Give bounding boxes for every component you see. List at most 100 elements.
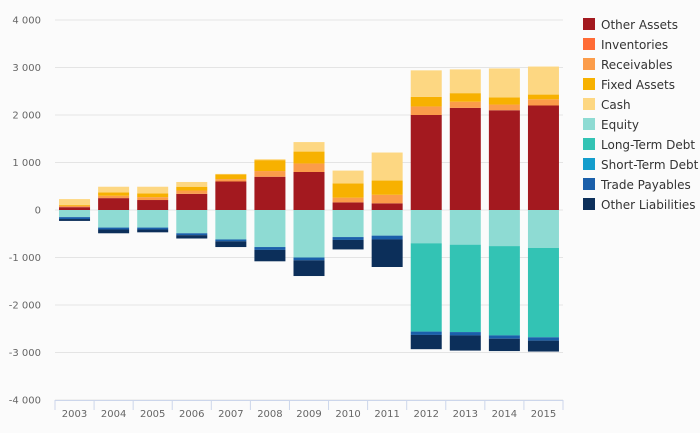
bar-segment — [98, 229, 130, 234]
bar-segment — [410, 243, 442, 332]
bar-segment — [176, 190, 208, 194]
bar-segment — [293, 142, 325, 152]
bar-segment — [293, 172, 325, 210]
bar-segment — [59, 217, 91, 220]
bar-segment — [527, 99, 559, 106]
legend-swatch — [583, 178, 595, 190]
bar-segment — [449, 332, 481, 336]
y-axis: -4 000 -3 000 -2 000 -1 000 0 1 000 2 000 3 000… — [9, 16, 41, 407]
bar-segment — [371, 152, 403, 181]
legend-swatch — [583, 158, 595, 170]
bar-segment — [254, 249, 286, 262]
bar-segment — [332, 237, 364, 240]
legend-swatch — [583, 138, 595, 150]
bar-segment — [59, 199, 91, 205]
legend-item[interactable]: Short-Term Debt — [583, 158, 699, 172]
bar-segment — [176, 235, 208, 239]
bar-segment — [98, 227, 130, 230]
bar-segment — [488, 110, 520, 210]
bar-segment — [527, 210, 559, 248]
bar-segment — [527, 340, 559, 352]
bar-segment — [59, 204, 91, 206]
legend-item[interactable]: Other Assets — [583, 18, 678, 32]
bar-segment — [449, 101, 481, 108]
legend-swatch — [583, 98, 595, 110]
bar-segment — [410, 96, 442, 107]
x-tick-label: 2012 — [414, 409, 439, 420]
bar-segment — [254, 160, 286, 172]
bar-segment — [488, 104, 520, 111]
legend-item[interactable]: Cash — [583, 98, 631, 112]
legend-swatch — [583, 198, 595, 210]
bar-segment — [215, 174, 247, 180]
bar-segment — [176, 186, 208, 191]
legend-label: Receivables — [601, 58, 673, 72]
legend-label: Fixed Assets — [601, 78, 675, 92]
bar-segment — [332, 197, 364, 203]
bar-segment — [254, 171, 286, 177]
y-tick-label: 3 000 — [12, 63, 41, 74]
bar-segment — [488, 210, 520, 247]
legend-item[interactable]: Fixed Assets — [583, 78, 675, 92]
legend-item[interactable]: Long-Term Debt — [583, 138, 695, 152]
bar-segment — [215, 210, 247, 240]
bar-segment — [332, 210, 364, 238]
y-tick-label: 2 000 — [12, 111, 41, 122]
bar-segment — [215, 239, 247, 242]
bar-segment — [371, 203, 403, 210]
x-tick-label: 2015 — [531, 409, 556, 420]
legend-swatch — [583, 118, 595, 130]
x-tick-label: 2009 — [296, 409, 321, 420]
bar-segment — [176, 233, 208, 236]
bar-segment — [488, 97, 520, 105]
bar-segment — [293, 257, 325, 261]
x-tick-label: 2005 — [140, 409, 165, 420]
bar-segment — [59, 205, 91, 208]
bar-segment — [98, 195, 130, 199]
legend-swatch — [583, 18, 595, 30]
y-tick-label: 1 000 — [12, 158, 41, 169]
bar-segment — [527, 105, 559, 210]
bar-segment — [98, 186, 130, 193]
legend-label: Cash — [601, 98, 631, 112]
legend-item[interactable]: Inventories — [583, 38, 668, 52]
bar-segment — [293, 151, 325, 164]
bar-segment — [449, 210, 481, 245]
legend-label: Long-Term Debt — [601, 138, 695, 152]
bar-segment — [449, 93, 481, 102]
legend-label: Short-Term Debt — [601, 158, 699, 172]
legend-item[interactable]: Receivables — [583, 58, 673, 72]
bar-segment — [410, 115, 442, 210]
legend-item[interactable]: Trade Payables — [583, 178, 691, 192]
bar-segment — [59, 219, 91, 221]
bar-segment — [332, 239, 364, 250]
x-axis: 2003 2004 2005 2006 2007 2008 2009 2010 2011 2012… — [54, 400, 564, 420]
bar-segment — [488, 246, 520, 336]
bar-segment — [137, 210, 169, 228]
legend-label: Inventories — [601, 38, 668, 52]
legend-item[interactable]: Other Liabilities — [583, 198, 696, 212]
bar-segment — [449, 69, 481, 94]
bar-segment — [488, 68, 520, 98]
bar-segment — [488, 338, 520, 352]
legend-swatch — [583, 78, 595, 90]
bar-segment — [176, 181, 208, 187]
x-tick-label: 2006 — [179, 409, 204, 420]
x-tick-label: 2003 — [62, 409, 87, 420]
bar-segment — [215, 179, 247, 182]
legend-swatch — [583, 38, 595, 50]
legend-item[interactable]: Equity — [583, 118, 639, 132]
bar-segment — [449, 107, 481, 210]
bar-segment — [527, 94, 559, 100]
bar-segment — [254, 176, 286, 210]
bar-segment — [332, 170, 364, 184]
bar-segment — [527, 66, 559, 95]
legend-label: Trade Payables — [600, 178, 691, 192]
bar-segment — [410, 70, 442, 97]
bar-segment — [410, 106, 442, 115]
x-tick-label: 2010 — [335, 409, 360, 420]
bar-segment — [371, 235, 403, 240]
x-tick-label: 2004 — [101, 409, 126, 420]
legend-label: Other Liabilities — [601, 198, 696, 212]
